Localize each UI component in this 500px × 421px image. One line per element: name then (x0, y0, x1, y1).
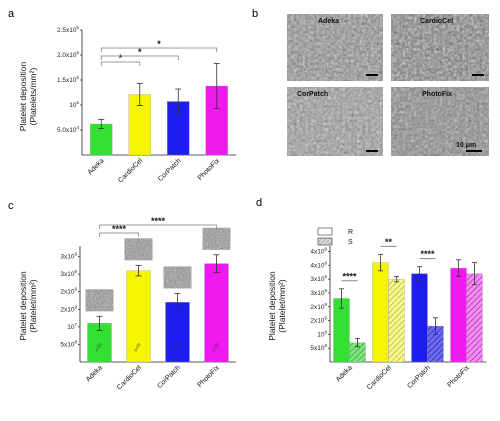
sem-label-adeka: Adeka (318, 18, 339, 25)
x-tick-label: CorPatch (157, 157, 183, 183)
y-tick-label: 105 (69, 100, 79, 109)
x-tick-label: CorPatch (156, 364, 182, 390)
significance-bracket (100, 61, 141, 66)
chart-a: 5.0x104 105 1.5x105 2.0x105 2.5x105 Platelet … (18, 25, 236, 184)
bar (165, 302, 190, 363)
significance-bracket (100, 55, 179, 60)
sem-panel: Adeka CardioCel CorPatch PhotoFix 10 μm (287, 14, 489, 156)
y-tick-label: 2x109 (60, 287, 77, 296)
y-tick-label: 5x108 (310, 343, 327, 352)
sem-image-corpatch: CorPatch (287, 87, 383, 156)
thumbnail-texture (163, 266, 192, 289)
significance-label: * (119, 53, 123, 63)
y-axis-unit: (Platelet/mm²) (277, 279, 287, 333)
legend-swatch-r (317, 227, 333, 236)
bar (204, 263, 229, 363)
significance-label: **** (112, 224, 127, 234)
thumbnail-texture (202, 227, 231, 250)
y-tick-label: 2x109 (310, 316, 327, 325)
sem-label-photofix: PhotoFix (422, 91, 452, 98)
x-tick-label: CardioCel (117, 157, 144, 184)
sem-image-photofix: PhotoFix 10 μm (391, 87, 489, 156)
panel-letter-d: d (256, 197, 262, 209)
sem-label-corpatch: CorPatch (297, 91, 328, 98)
chart-d: 5x108 109 2x109 2x109 3x109 3x109 4x109 4x109 Pl… (267, 227, 486, 391)
legend-label-s: S (348, 239, 353, 246)
scale-bar (366, 150, 378, 152)
legend-swatch-s (317, 237, 333, 246)
sem-image-adeka: Adeka (287, 14, 383, 81)
y-tick-label: 5.0x104 (57, 125, 80, 134)
y-axis-unit: (Platelets/mm²) (28, 68, 38, 126)
y-axis-label: Platelet deposition (18, 61, 28, 131)
sample-size-label: n=25 (133, 341, 142, 352)
scale-bar (366, 74, 378, 76)
significance-label: * (138, 47, 142, 57)
y-tick-label: 2x109 (60, 304, 77, 313)
x-tick-label: Adeka (85, 364, 104, 383)
x-tick-label: PhotoFix (446, 364, 471, 389)
panel-letter-a: a (8, 8, 15, 20)
y-tick-label: 4x109 (310, 260, 327, 269)
thumbnail-texture (85, 289, 114, 312)
bar-series-r (450, 267, 467, 363)
sample-size-label: n=26 (211, 341, 220, 352)
x-tick-label: CorPatch (406, 364, 432, 390)
scale-bar (466, 150, 482, 152)
bar-series-s (466, 273, 483, 363)
scale-bar (472, 74, 484, 76)
significance-bracket (100, 47, 218, 52)
y-tick-label: 5x108 (60, 339, 77, 348)
significance-label: ** (385, 237, 393, 247)
y-axis-unit: (Platelet/mm²) (28, 279, 38, 333)
x-tick-label: PhotoFix (197, 157, 222, 182)
legend-label-r: R (348, 229, 353, 236)
significance-label: **** (342, 271, 357, 281)
panel-letter-c: c (8, 200, 14, 212)
bar-series-s (388, 278, 405, 363)
x-tick-label: CardioCel (116, 364, 143, 391)
y-axis-label: Platelet deposition (267, 271, 277, 341)
y-tick-label: 109 (317, 329, 327, 338)
y-tick-label: 3x109 (60, 269, 77, 278)
significance-bracket (99, 232, 139, 237)
y-tick-label: 107 (67, 322, 77, 331)
x-tick-label: CardioCel (366, 364, 393, 391)
significance-label: * (157, 39, 161, 49)
x-tick-label: Adeka (87, 157, 106, 176)
x-tick-label: Adeka (335, 364, 354, 383)
significance-label: **** (151, 216, 166, 226)
sample-size-label: n=14 (172, 341, 181, 352)
y-axis-label: Platelet deposition (18, 271, 28, 341)
y-tick-label: 1.5x105 (57, 75, 80, 84)
bar-series-r (411, 273, 428, 363)
thumbnail-texture (124, 238, 153, 261)
y-tick-label: 2.0x105 (57, 50, 80, 59)
x-tick-label: PhotoFix (196, 364, 221, 389)
significance-label: **** (420, 249, 435, 259)
y-tick-label: 3x109 (60, 252, 77, 261)
sem-image-cardiocel: CardioCel (391, 14, 489, 81)
y-tick-label: 2.5x105 (57, 25, 80, 34)
sem-label-cardiocel: CardioCel (420, 18, 453, 25)
chart-c: 5x108 107 2x109 2x109 3x109 3x109 Platelet dep… (18, 216, 236, 391)
y-tick-label: 3x109 (310, 274, 327, 283)
sample-size-label: n=22 (94, 341, 103, 352)
significance-bracket (99, 224, 217, 229)
bar (126, 270, 151, 363)
y-tick-label: 4x109 (310, 247, 327, 256)
panel-letter-b: b (252, 8, 258, 20)
bar-series-r (372, 262, 389, 363)
y-tick-label: 3x109 (310, 288, 327, 297)
y-tick-label: 2x109 (310, 302, 327, 311)
scale-bar-label: 10 μm (456, 142, 476, 149)
